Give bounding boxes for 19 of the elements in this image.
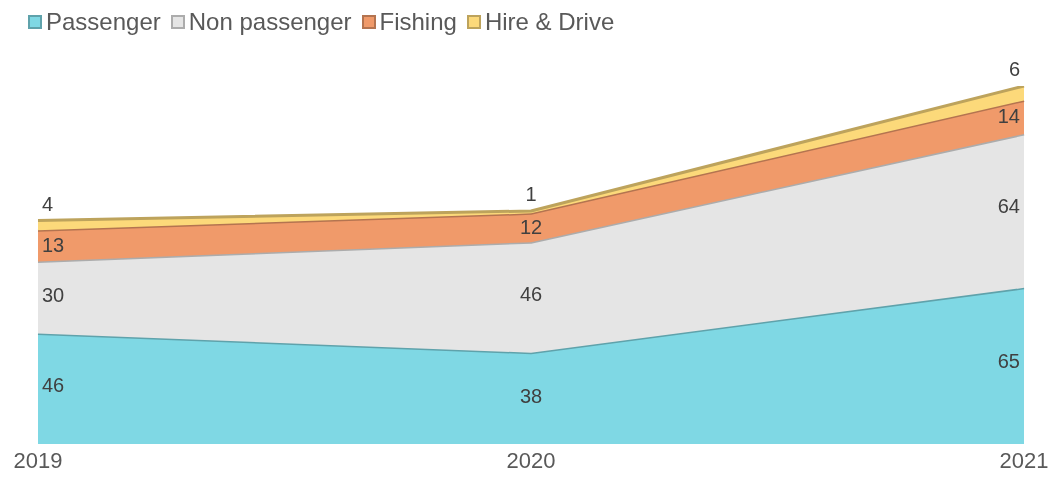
data-label: 13 (42, 233, 65, 256)
legend-label: Hire & Drive (484, 8, 615, 36)
data-label: 65 (997, 350, 1020, 373)
data-label: 12 (519, 215, 543, 238)
data-label: 4 (42, 192, 54, 215)
data-label: 1 (525, 182, 537, 205)
data-label: 64 (997, 195, 1020, 218)
data-label: 14 (997, 105, 1020, 128)
x-tick-label: 2021 (999, 447, 1049, 473)
legend-label: Fishing (379, 8, 457, 36)
data-label: 30 (42, 284, 65, 307)
data-label: 6 (1008, 58, 1020, 80)
legend-label: Passenger (46, 8, 161, 36)
data-label: 38 (519, 384, 543, 407)
x-tick-label: 2019 (13, 447, 63, 473)
legend-label: Non passenger (188, 8, 352, 36)
data-label: 46 (42, 374, 65, 397)
x-tick-label: 2020 (506, 447, 556, 473)
data-label: 46 (519, 283, 543, 306)
